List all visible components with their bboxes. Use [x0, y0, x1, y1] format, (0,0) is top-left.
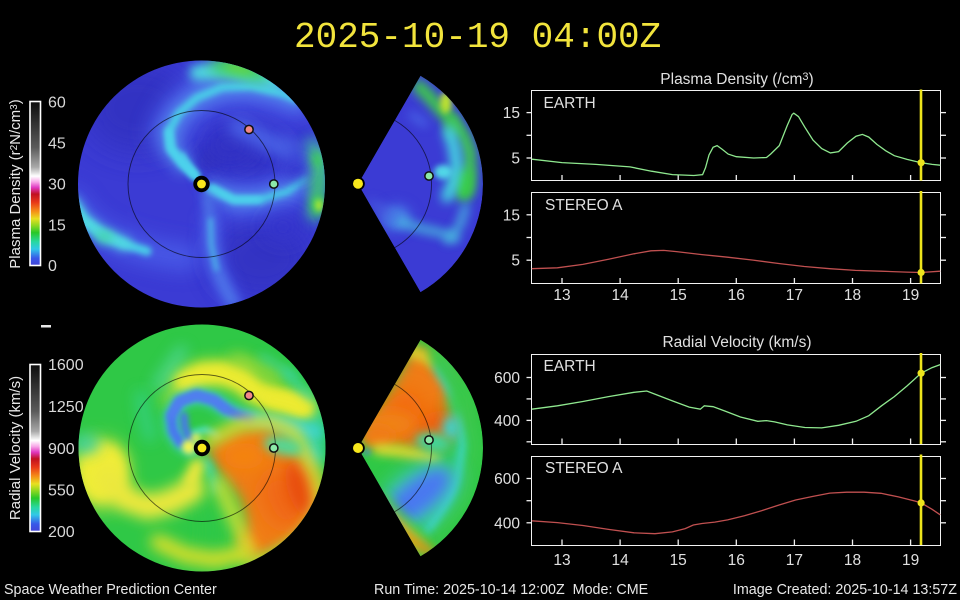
svg-text:16: 16 — [728, 287, 745, 304]
svg-text:STEREO A: STEREO A — [545, 460, 623, 477]
svg-text:900: 900 — [48, 441, 75, 458]
svg-text:45: 45 — [48, 136, 66, 153]
svg-text:1250: 1250 — [48, 399, 84, 416]
svg-text:5: 5 — [511, 253, 520, 270]
svg-text:15: 15 — [503, 207, 520, 224]
svg-text:600: 600 — [494, 370, 520, 387]
svg-text:19: 19 — [902, 552, 919, 569]
svg-text:400: 400 — [494, 413, 520, 430]
svg-text:14: 14 — [611, 287, 629, 304]
svg-text:14: 14 — [611, 552, 629, 569]
svg-text:550: 550 — [48, 483, 75, 500]
svg-text:13: 13 — [553, 287, 570, 304]
svg-text:EARTH: EARTH — [544, 358, 596, 375]
svg-text:30: 30 — [48, 177, 66, 194]
svg-text:600: 600 — [494, 471, 520, 488]
svg-text:17: 17 — [786, 287, 803, 304]
svg-text:STEREO A: STEREO A — [545, 197, 623, 214]
svg-text:Plasma Density (/cm3): Plasma Density (/cm3) — [660, 71, 813, 88]
svg-text:0: 0 — [48, 258, 57, 275]
svg-text:19: 19 — [902, 287, 919, 304]
svg-text:13: 13 — [553, 552, 570, 569]
svg-text:EARTH: EARTH — [544, 95, 596, 112]
svg-text:400: 400 — [494, 515, 520, 532]
svg-text:60: 60 — [48, 95, 66, 112]
svg-text:15: 15 — [670, 287, 687, 304]
svg-text:16: 16 — [728, 552, 745, 569]
svg-text:Radial Velocity (km/s): Radial Velocity (km/s) — [662, 334, 811, 351]
svg-text:Space Weather Prediction Cente: Space Weather Prediction Center — [4, 582, 217, 598]
svg-text:Plasma Density (r2N/cm3): Plasma Density (r2N/cm3) — [7, 99, 24, 268]
svg-text:Radial Velocity (km/s): Radial Velocity (km/s) — [7, 376, 24, 520]
svg-text:Run Time: 2025-10-14 12:00Z M: Run Time: 2025-10-14 12:00Z Mode: CME — [374, 582, 648, 598]
svg-text:15: 15 — [670, 552, 687, 569]
svg-text:5: 5 — [511, 151, 520, 168]
svg-text:15: 15 — [48, 218, 66, 235]
svg-text:2025-10-19 04:00Z: 2025-10-19 04:00Z — [294, 17, 661, 58]
svg-text:18: 18 — [844, 552, 861, 569]
svg-text:15: 15 — [503, 105, 520, 122]
svg-text:18: 18 — [844, 287, 861, 304]
svg-text:200: 200 — [48, 524, 75, 541]
svg-text:1600: 1600 — [48, 357, 84, 374]
svg-text:Image Created: 2025-10-14 13:5: Image Created: 2025-10-14 13:57Z — [733, 582, 957, 598]
svg-text:17: 17 — [786, 552, 803, 569]
